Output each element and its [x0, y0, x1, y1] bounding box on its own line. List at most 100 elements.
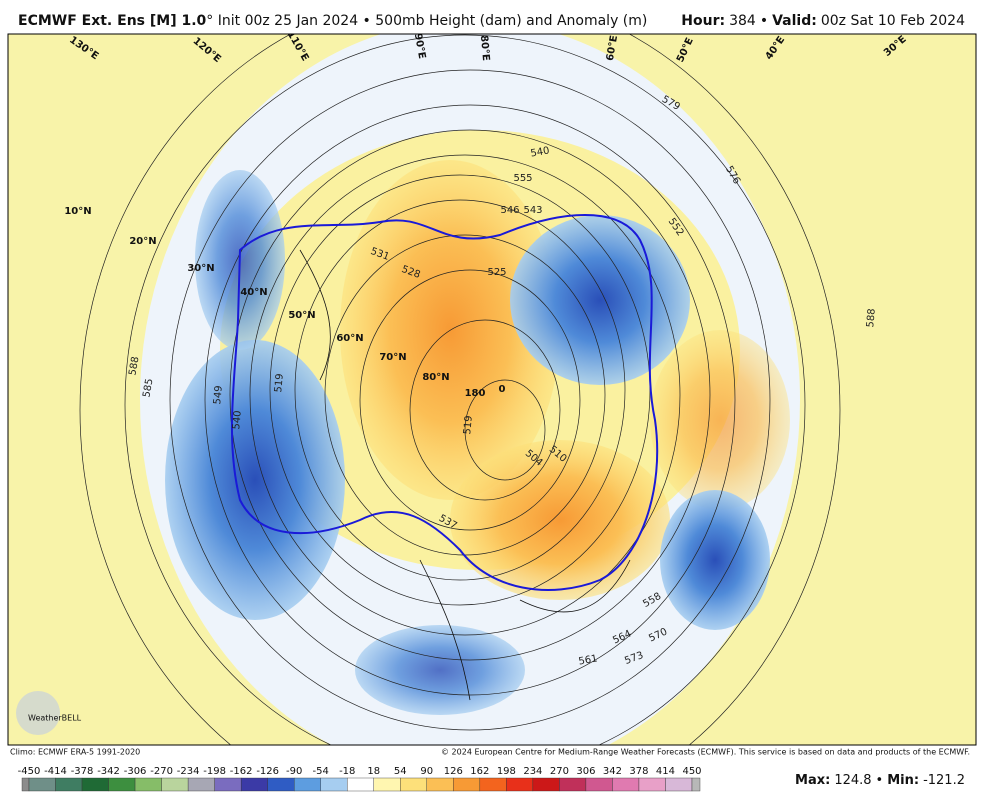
model-title: ECMWF Ext. Ens [M] 1.0	[18, 13, 207, 29]
longitude-label: 60°E	[605, 34, 620, 61]
min-value: -121.2	[923, 773, 965, 788]
contour-label: 519	[462, 415, 475, 435]
colorbar-swatch	[134, 777, 162, 792]
colorbar-label: 342	[603, 766, 622, 777]
colorbar-label: 90	[420, 766, 433, 777]
hour-label: Hour:	[681, 13, 725, 29]
colorbar-label: 126	[444, 766, 463, 777]
contour-label: 588	[127, 356, 141, 377]
latitude-label: 50°N	[288, 310, 315, 321]
contour-label: 588	[865, 308, 878, 328]
positive-anomaly	[650, 330, 790, 510]
coastlines	[299, 249, 631, 701]
colorbar-swatch	[347, 777, 374, 792]
colorbar-swatch	[55, 777, 83, 792]
negative-anomaly	[355, 625, 525, 715]
colorbar: -450 -414 -378 -342 -306 -270 -234 -198 -162 -126…	[18, 766, 702, 792]
contour-label: 519	[273, 373, 286, 393]
max-label: Max:	[795, 773, 830, 788]
colorbar-label: -234	[177, 766, 200, 777]
contour-label: 540	[231, 410, 244, 430]
colorbar-label: -18	[339, 766, 355, 777]
colorbar-label: -198	[203, 766, 226, 777]
colorbar-swatch	[479, 777, 507, 792]
colorbar-label: 270	[550, 766, 569, 777]
latitude-label: 60°N	[336, 333, 363, 344]
title-suffix: ° Init 00z 25 Jan 2024 • 500mb Height (d…	[206, 13, 647, 29]
separator: •	[760, 13, 768, 29]
colorbar-swatch	[612, 777, 640, 792]
negative-anomaly	[165, 340, 345, 620]
colorbar-label: 198	[497, 766, 516, 777]
contour-label: 543	[523, 205, 542, 216]
latitude-label: 10°N	[64, 206, 91, 217]
contour-label: 540	[530, 145, 551, 159]
climatology-contour	[230, 214, 659, 591]
colorbar-swatch	[320, 777, 348, 792]
longitude-label: 80°E	[478, 35, 491, 62]
colorbar-label: 450	[682, 766, 701, 777]
longitude-label: 90°E	[412, 32, 427, 59]
height-contours	[79, 34, 841, 745]
colorbar-label: -414	[44, 766, 67, 777]
colorbar-label: 234	[523, 766, 542, 777]
colorbar-label: 162	[470, 766, 489, 777]
header-right: Hour: 384 • Valid: 00z Sat 10 Feb 2024	[681, 13, 965, 29]
stats: Max: 124.8 • Min: -121.2	[795, 773, 965, 788]
contour-label: 561	[578, 653, 599, 667]
latitude-label: 70°N	[379, 352, 406, 363]
copyright: © 2024 European Centre for Medium-Range …	[441, 748, 970, 757]
colorbar-swatch	[240, 777, 268, 792]
colorbar-swatch	[28, 777, 56, 792]
colorbar-label: -54	[313, 766, 329, 777]
colorbar-swatch	[161, 777, 189, 792]
colorbar-swatch	[559, 777, 587, 792]
colorbar-label: 18	[367, 766, 380, 777]
negative-anomaly	[660, 490, 770, 630]
header-left: ECMWF Ext. Ens [M] 1.0° Init 00z 25 Jan …	[18, 13, 647, 29]
latitude-label: 20°N	[129, 236, 156, 247]
colorbar-label: -342	[97, 766, 120, 777]
colorbar-swatch	[108, 777, 136, 792]
contour-label: 585	[141, 378, 155, 399]
colorbar-swatch	[267, 777, 295, 792]
colorbar-label: 378	[629, 766, 648, 777]
colorbar-label: 54	[394, 766, 407, 777]
colorbar-label: -306	[124, 766, 147, 777]
colorbar-swatch	[294, 777, 321, 792]
colorbar-swatch	[373, 777, 401, 792]
valid: 00z Sat 10 Feb 2024	[821, 13, 965, 29]
logo-mark	[16, 691, 60, 735]
climo-note: Climo: ECMWF ERA-5 1991-2020	[10, 748, 140, 757]
colorbar-swatch	[506, 777, 534, 792]
colorbar-swatch	[81, 777, 109, 792]
negative-anomaly	[510, 215, 690, 385]
contour-label: 525	[487, 267, 506, 278]
contour-label: 555	[513, 173, 532, 184]
colorbar-label: -270	[150, 766, 173, 777]
max-value: 124.8	[834, 773, 871, 788]
colorbar-swatch	[453, 777, 481, 792]
colorbar-label: 414	[656, 766, 675, 777]
latitude-label: 80°N	[422, 372, 449, 383]
colorbar-swatch	[691, 777, 701, 792]
colorbar-swatch	[400, 777, 427, 792]
colorbar-label: -126	[256, 766, 279, 777]
logo: WeatherBELL	[28, 714, 82, 723]
separator: •	[876, 773, 884, 788]
contour-label: 549	[212, 385, 225, 405]
colorbar-label: 306	[576, 766, 595, 777]
colorbar-swatch	[665, 777, 693, 792]
hour: 384	[729, 13, 756, 29]
colorbar-swatch	[187, 777, 215, 792]
colorbar-swatch	[532, 777, 560, 792]
colorbar-label: -378	[71, 766, 94, 777]
colorbar-swatch	[214, 777, 242, 792]
colorbar-label: -162	[230, 766, 253, 777]
longitude-label: 180	[465, 388, 486, 399]
longitude-label: 0	[499, 384, 506, 395]
colorbar-swatch	[638, 777, 666, 792]
